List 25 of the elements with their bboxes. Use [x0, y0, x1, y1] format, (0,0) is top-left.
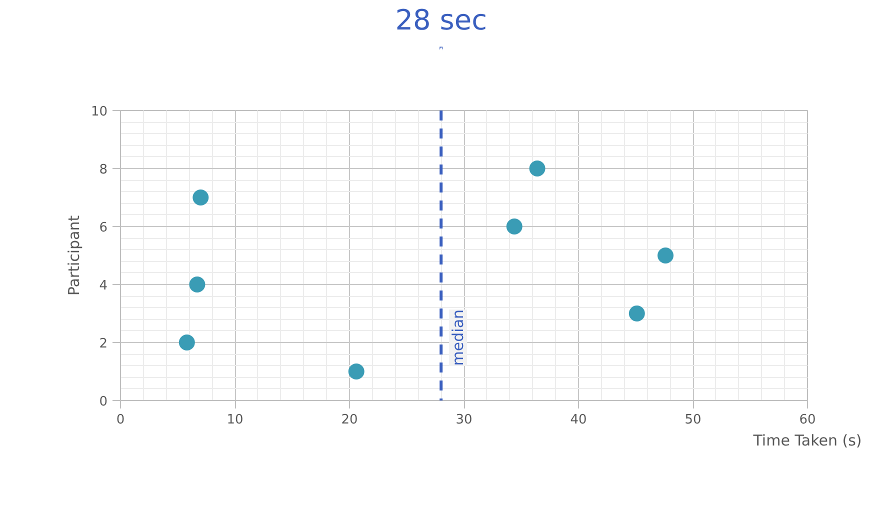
y-axis-title: Participant: [64, 215, 83, 296]
y-tick-label: 0: [99, 394, 108, 410]
annotation: 28 sec: [395, 4, 487, 36]
y-tick-label: 6: [99, 220, 108, 236]
point: [189, 276, 206, 292]
point: [192, 190, 209, 206]
y-tick-label: 10: [90, 104, 108, 120]
x-tick-label: 0: [116, 412, 125, 428]
y-tick-label: 2: [99, 336, 108, 352]
x-tick-label: 20: [341, 412, 358, 428]
y-tick-label: 8: [99, 162, 108, 178]
point: [178, 334, 195, 350]
ref-line-label: median: [449, 309, 468, 366]
x-tick-label: 30: [456, 412, 472, 428]
y-tick-label: 4: [99, 278, 108, 294]
x-tick-label: 40: [570, 412, 587, 428]
x-axis-title: Time Taken (s): [752, 432, 862, 450]
point: [628, 306, 645, 322]
x-tick-label: 50: [684, 412, 702, 428]
x-tick-label: 10: [226, 412, 244, 428]
point: [348, 364, 364, 380]
point: [529, 160, 546, 176]
point: [658, 248, 674, 264]
point: [506, 218, 522, 234]
x-tick-label: 60: [799, 412, 816, 428]
